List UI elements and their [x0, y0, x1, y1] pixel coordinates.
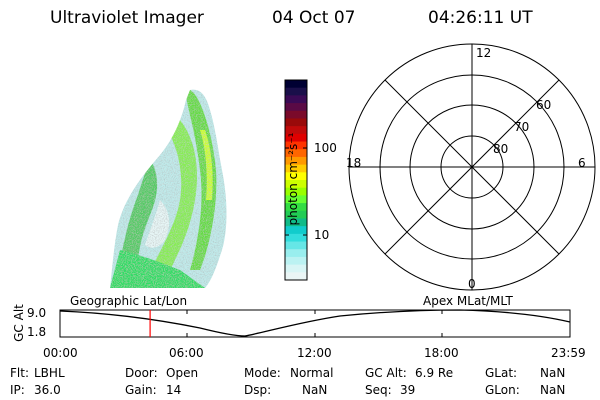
- status-label-seq: Seq:: [365, 383, 392, 397]
- colorbar-segment: [285, 156, 307, 166]
- status-label-dsp: Dsp:: [244, 383, 272, 397]
- colorbar-segment: [285, 141, 307, 150]
- status-value-mode: Normal: [290, 366, 334, 380]
- x-tick-label-0600: 06:00: [169, 346, 204, 360]
- colorbar-segment: [285, 180, 307, 189]
- colorbar-segment: [285, 95, 307, 104]
- mlt-label-6: 6: [578, 156, 586, 170]
- status-label-glon: GLon:: [485, 383, 520, 397]
- colorbar-segment: [285, 210, 307, 219]
- status-value-gain: 14: [166, 383, 182, 397]
- colorbar-segment: [285, 187, 307, 196]
- colorbar-segment: [285, 149, 307, 158]
- x-tick-label-1200: 12:00: [297, 346, 332, 360]
- polar-diagonal-2: [384, 79, 560, 255]
- colorbar-segment: [285, 195, 307, 204]
- mlat-label-60: 60: [536, 98, 552, 112]
- timeline-plot: [59, 309, 571, 338]
- timeline-left-title: Geographic Lat/Lon: [70, 294, 188, 308]
- status-label-glat: GLat:: [485, 366, 518, 380]
- timeline-y-label: GC Alt: [12, 304, 26, 342]
- x-tick-label-2359: 23:59: [551, 346, 586, 360]
- status-value-flt: LBHL: [34, 366, 65, 380]
- status-label-mode: Mode:: [244, 366, 281, 380]
- y-tick-9: 9.0: [27, 306, 47, 320]
- time-label: 04:26:11 UT: [428, 8, 533, 28]
- status-value-seq: 39: [400, 383, 416, 397]
- colorbar-segment: [285, 203, 307, 212]
- colorbar-segment: [285, 172, 307, 181]
- y-tick-1-8: 1.8: [27, 325, 47, 339]
- mlt-label-18: 18: [346, 156, 362, 170]
- colorbar-segment: [285, 218, 307, 227]
- status-value-gc-alt: 6.9 Re: [415, 366, 454, 380]
- x-tick-label-0000: 00:00: [43, 346, 78, 360]
- status-label-gain: Gain:: [125, 383, 157, 397]
- status-value-ip: 36.0: [34, 383, 61, 397]
- polar-plot: [348, 43, 596, 291]
- mlt-label-0: 0: [468, 277, 476, 291]
- mlt-label-12: 12: [476, 46, 492, 60]
- status-value-glon: NaN: [540, 383, 566, 397]
- colorbar-segment: [285, 249, 307, 258]
- status-value-glat: NaN: [540, 366, 566, 380]
- colorbar-segment: [285, 164, 307, 173]
- altitude-curve: [59, 309, 571, 337]
- timeline-frame: [59, 309, 571, 338]
- status-label-ip: IP:: [10, 383, 25, 397]
- colorbar-segment: [285, 126, 307, 135]
- colorbar-segment: [285, 133, 307, 143]
- instrument-title: Ultraviolet Imager: [50, 8, 204, 28]
- status-label-gc-alt: GC Alt:: [365, 366, 407, 380]
- status-label-flt: Flt:: [10, 366, 29, 380]
- colorbar-segment: [285, 241, 307, 250]
- colorbar-tick-label-10: 10: [314, 228, 330, 242]
- colorbar-label: photon cm⁻²s⁻¹: [286, 132, 300, 226]
- colorbar-segment: [285, 103, 307, 112]
- auroral-image: [110, 89, 227, 288]
- timeline-right-title: Apex MLat/MLT: [423, 294, 513, 308]
- colorbar-tick-label-100: 100: [314, 141, 337, 155]
- colorbar: [285, 80, 307, 281]
- colorbar-segment: [285, 233, 307, 243]
- status-value-dsp: NaN: [302, 383, 328, 397]
- colorbar-segment: [285, 272, 307, 281]
- colorbar-frame: [284, 79, 308, 281]
- colorbar-segment: [285, 118, 307, 127]
- colorbar-segment: [285, 256, 307, 266]
- date-label: 04 Oct 07: [272, 8, 356, 28]
- mlat-label-70: 70: [514, 120, 530, 134]
- colorbar-segment: [285, 264, 307, 273]
- status-label-door: Door:: [125, 366, 158, 380]
- colorbar-segment: [285, 80, 307, 89]
- colorbar-segment: [285, 110, 307, 119]
- colorbar-segment: [285, 87, 307, 96]
- colorbar-segment: [285, 226, 307, 235]
- status-value-door: Open: [166, 366, 199, 380]
- x-tick-label-1800: 18:00: [424, 346, 459, 360]
- mlat-label-80: 80: [493, 142, 509, 156]
